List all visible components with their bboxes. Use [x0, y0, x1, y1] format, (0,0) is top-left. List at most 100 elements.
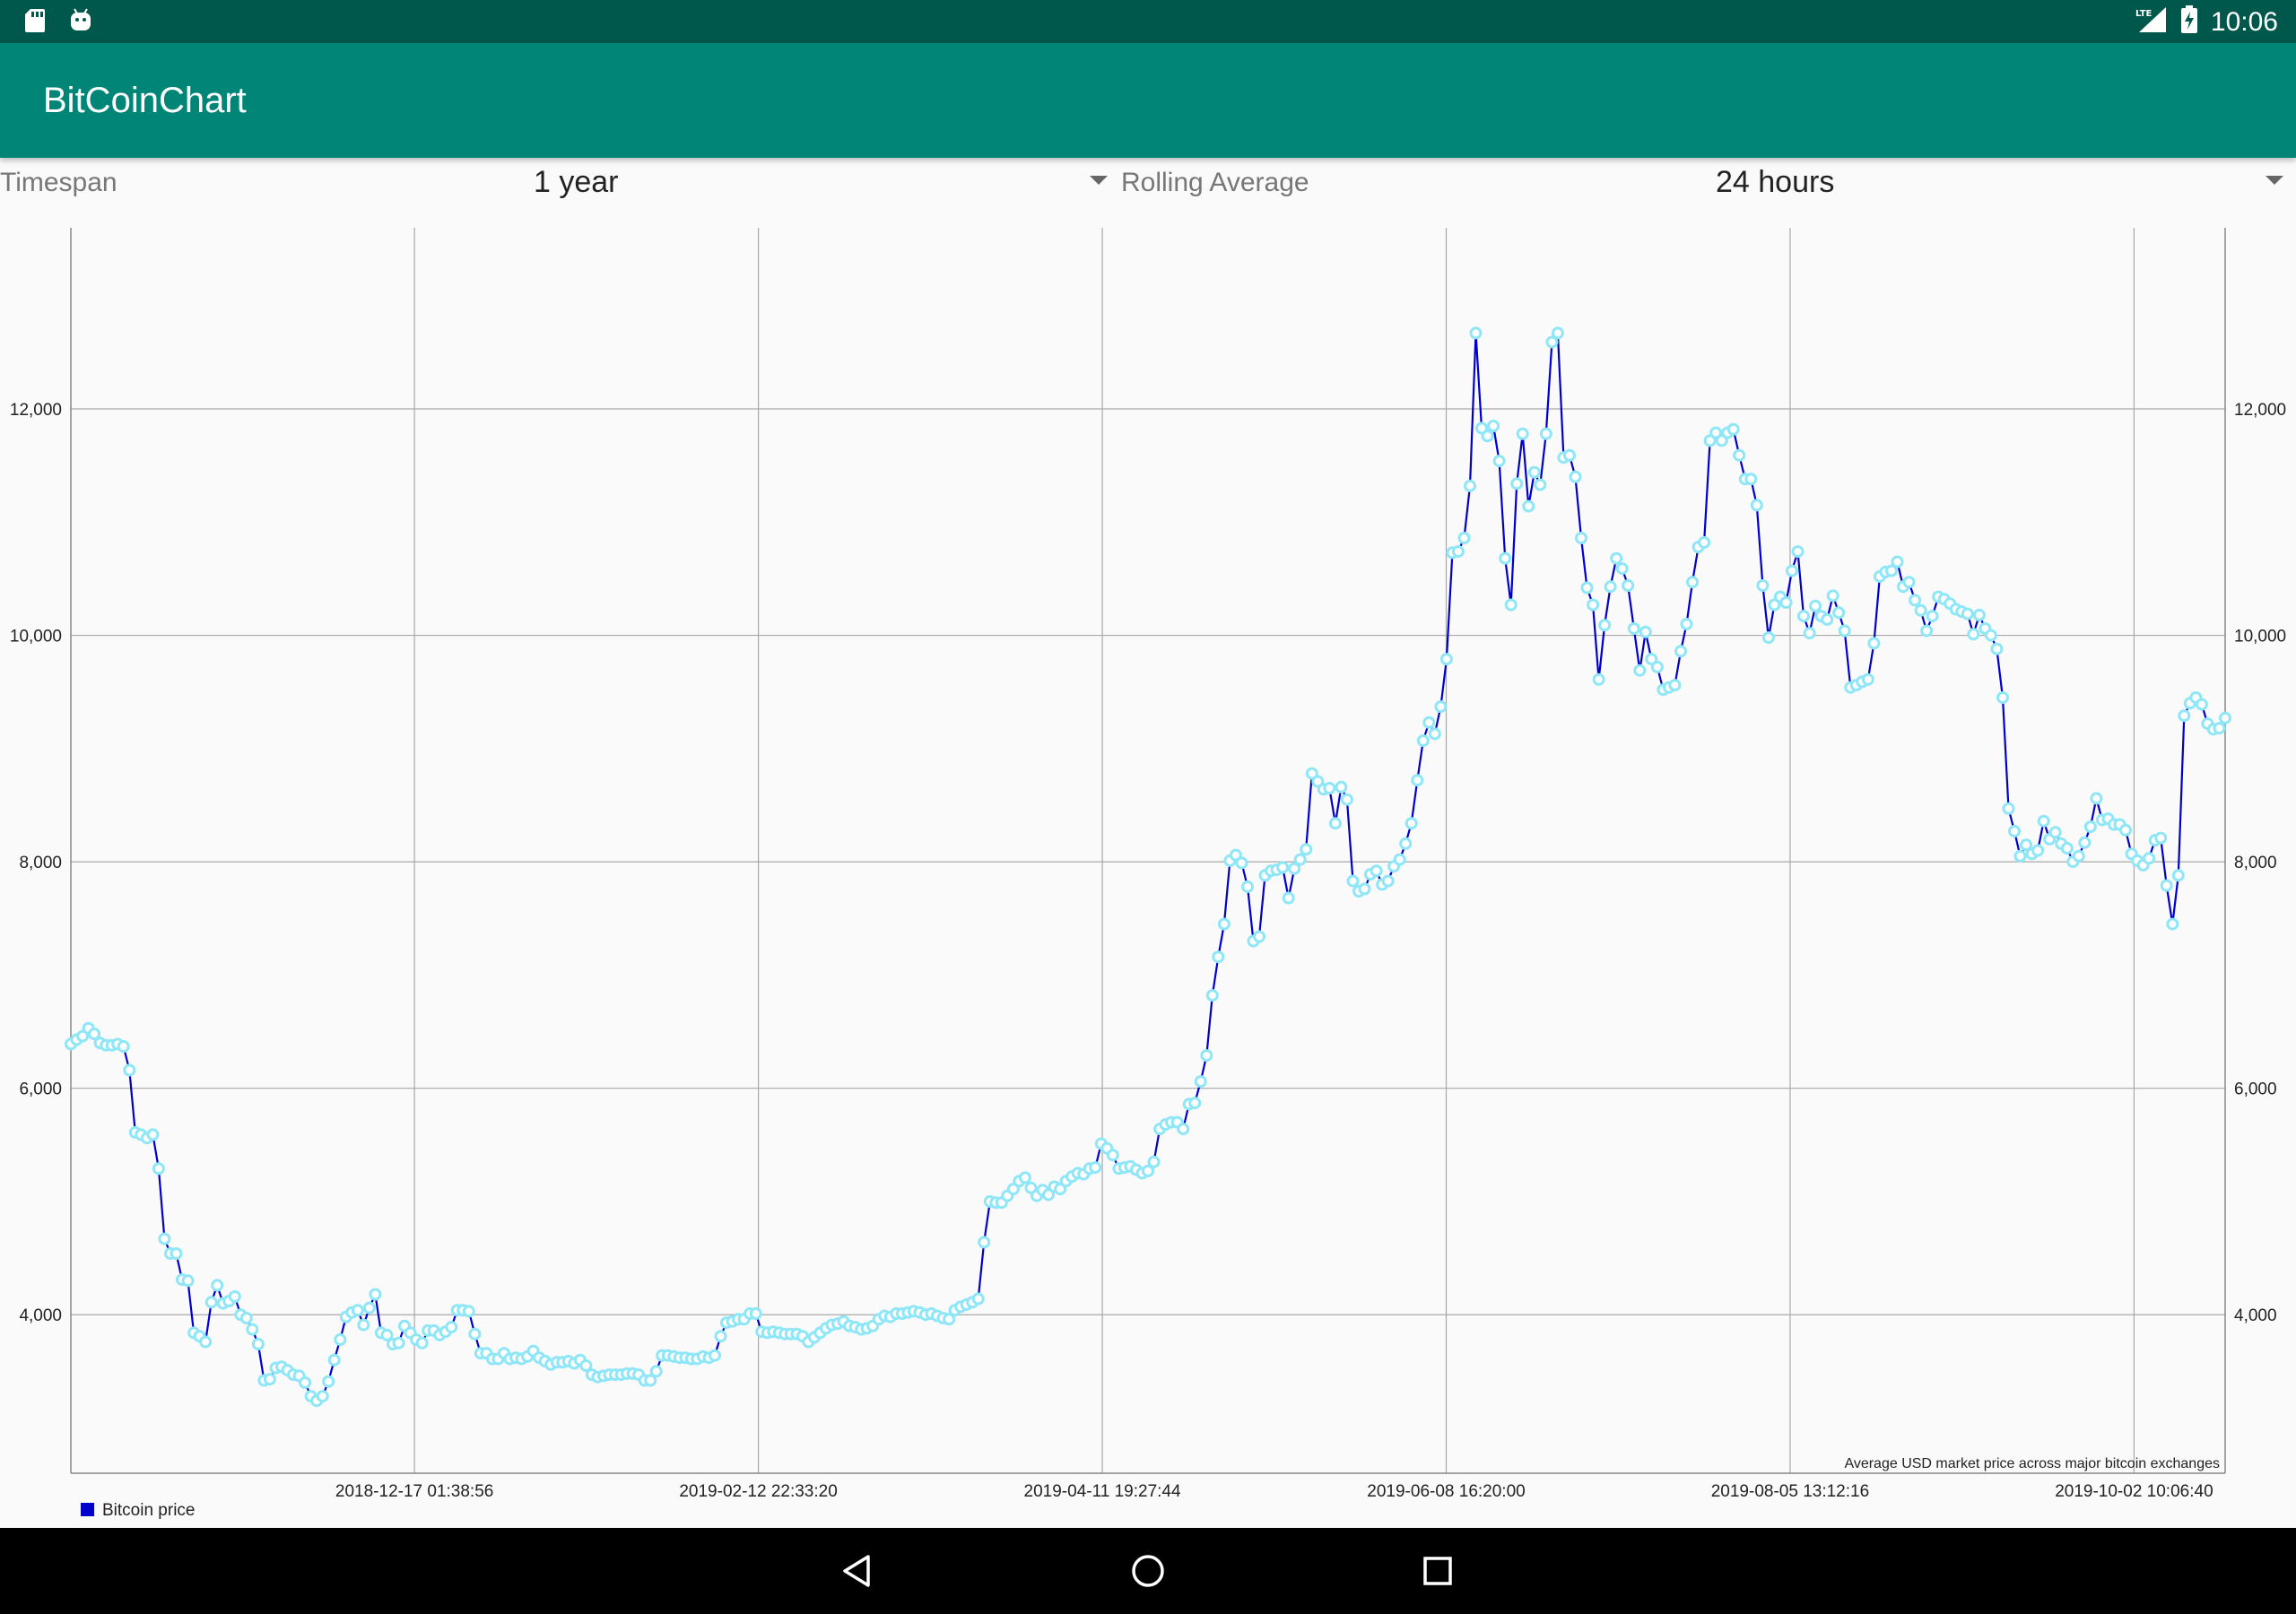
- data-point: [1142, 1164, 1154, 1177]
- data-point: [204, 1296, 218, 1309]
- data-point: [357, 1318, 370, 1332]
- data-point: [1639, 625, 1652, 638]
- rolling-average-spinner[interactable]: 24 hours: [1711, 158, 2290, 208]
- data-point: [445, 1321, 458, 1334]
- data-point: [1194, 1075, 1207, 1089]
- data-point: [2195, 698, 2208, 711]
- data-point: [199, 1335, 213, 1349]
- lte-signal-icon: LTE: [2135, 5, 2168, 39]
- data-point: [1996, 691, 2009, 704]
- y-tick-label: 12,000: [2234, 401, 2286, 420]
- data-point: [2008, 825, 2021, 837]
- data-point: [2119, 823, 2132, 837]
- data-point: [1726, 422, 1740, 436]
- data-point: [1428, 727, 1441, 741]
- data-point: [2090, 792, 2103, 805]
- data-point: [2013, 849, 2027, 863]
- legend-label: Bitcoin price: [102, 1501, 196, 1520]
- home-button[interactable]: [1094, 1528, 1202, 1614]
- dropdown-arrow-icon: [1090, 176, 1108, 185]
- x-tick-label: 2019-06-08 16:20:00: [1367, 1482, 1525, 1501]
- data-point: [1241, 880, 1254, 893]
- y-tick-label: 10,000: [10, 628, 62, 646]
- data-point: [1323, 782, 1336, 794]
- data-point: [1575, 532, 1587, 544]
- data-point: [1282, 891, 1295, 905]
- data-point: [1370, 864, 1383, 878]
- android-icon: [68, 7, 93, 39]
- recents-button[interactable]: [1384, 1528, 1492, 1614]
- data-point: [1416, 734, 1430, 747]
- data-point: [1106, 1149, 1119, 1162]
- data-point: [579, 1359, 593, 1372]
- data-point: [1340, 793, 1353, 806]
- data-point: [1399, 837, 1413, 850]
- data-point: [1703, 434, 1717, 447]
- data-point: [1961, 607, 1974, 620]
- data-point: [2171, 869, 2185, 882]
- data-point: [2178, 709, 2191, 723]
- data-point: [1411, 774, 1424, 787]
- data-point: [362, 1301, 376, 1315]
- data-point: [1217, 917, 1231, 931]
- data-point: [1504, 598, 1518, 612]
- bitcoin-price-points: [65, 326, 2231, 1408]
- data-point: [392, 1336, 405, 1349]
- data-point: [263, 1373, 276, 1386]
- controls-row: Timespan 1 year Rolling Average 24 hours: [0, 158, 2296, 208]
- data-point: [228, 1290, 241, 1303]
- data-point: [1464, 479, 1476, 492]
- data-point: [709, 1349, 721, 1362]
- y-tick-label: 12,000: [10, 401, 62, 420]
- y-tick-label: 8,000: [19, 854, 62, 872]
- data-point: [1089, 1161, 1102, 1175]
- data-point: [2219, 711, 2231, 725]
- data-point: [1293, 853, 1307, 866]
- timespan-spinner[interactable]: 1 year: [529, 158, 1112, 208]
- data-point: [351, 1304, 364, 1317]
- back-button[interactable]: [804, 1528, 911, 1614]
- data-point: [1346, 874, 1360, 888]
- x-tick-label: 2019-10-02 10:06:40: [2055, 1482, 2213, 1501]
- data-point: [1054, 1183, 1067, 1196]
- data-point: [1733, 448, 1746, 462]
- data-point: [2072, 849, 2085, 863]
- data-point: [1288, 862, 1301, 875]
- data-point: [1393, 853, 1406, 866]
- data-point: [2083, 820, 2097, 833]
- rolling-average-label: Rolling Average: [1121, 168, 1309, 197]
- data-point: [239, 1312, 253, 1324]
- data-point: [1006, 1183, 1020, 1196]
- data-point: [1972, 608, 1986, 621]
- data-point: [1042, 1188, 1055, 1202]
- data-point: [2031, 844, 2045, 857]
- chart-grid: [71, 228, 2225, 1473]
- data-point: [2037, 814, 2050, 828]
- data-point: [1826, 589, 1839, 603]
- data-point: [1650, 660, 1664, 673]
- app-title: BitCoinChart: [43, 81, 247, 120]
- data-point: [1469, 326, 1483, 340]
- data-point: [1633, 664, 1647, 677]
- data-point: [1510, 477, 1524, 490]
- data-point: [1587, 598, 1600, 612]
- data-point: [1422, 716, 1436, 729]
- data-point: [971, 1292, 985, 1306]
- data-point: [649, 1365, 663, 1378]
- data-point: [1891, 555, 1904, 568]
- data-point: [1545, 335, 1559, 349]
- data-point: [2166, 917, 2179, 931]
- data-point: [299, 1376, 312, 1389]
- x-tick-label: 2019-02-12 22:33:20: [679, 1482, 837, 1501]
- data-point: [146, 1128, 160, 1141]
- data-point: [1481, 430, 1494, 443]
- home-icon: [1132, 1555, 1164, 1587]
- data-point: [1492, 455, 1506, 468]
- data-point: [1803, 627, 1816, 640]
- bitcoin-price-chart[interactable]: 4,000 6,000 8,000 10,000 12,000 4,000 6,000 8,…: [0, 208, 2296, 1528]
- data-point: [1434, 700, 1448, 714]
- data-point: [1018, 1171, 1031, 1184]
- data-point: [369, 1288, 382, 1301]
- data-point: [1551, 326, 1564, 340]
- data-point: [749, 1307, 762, 1320]
